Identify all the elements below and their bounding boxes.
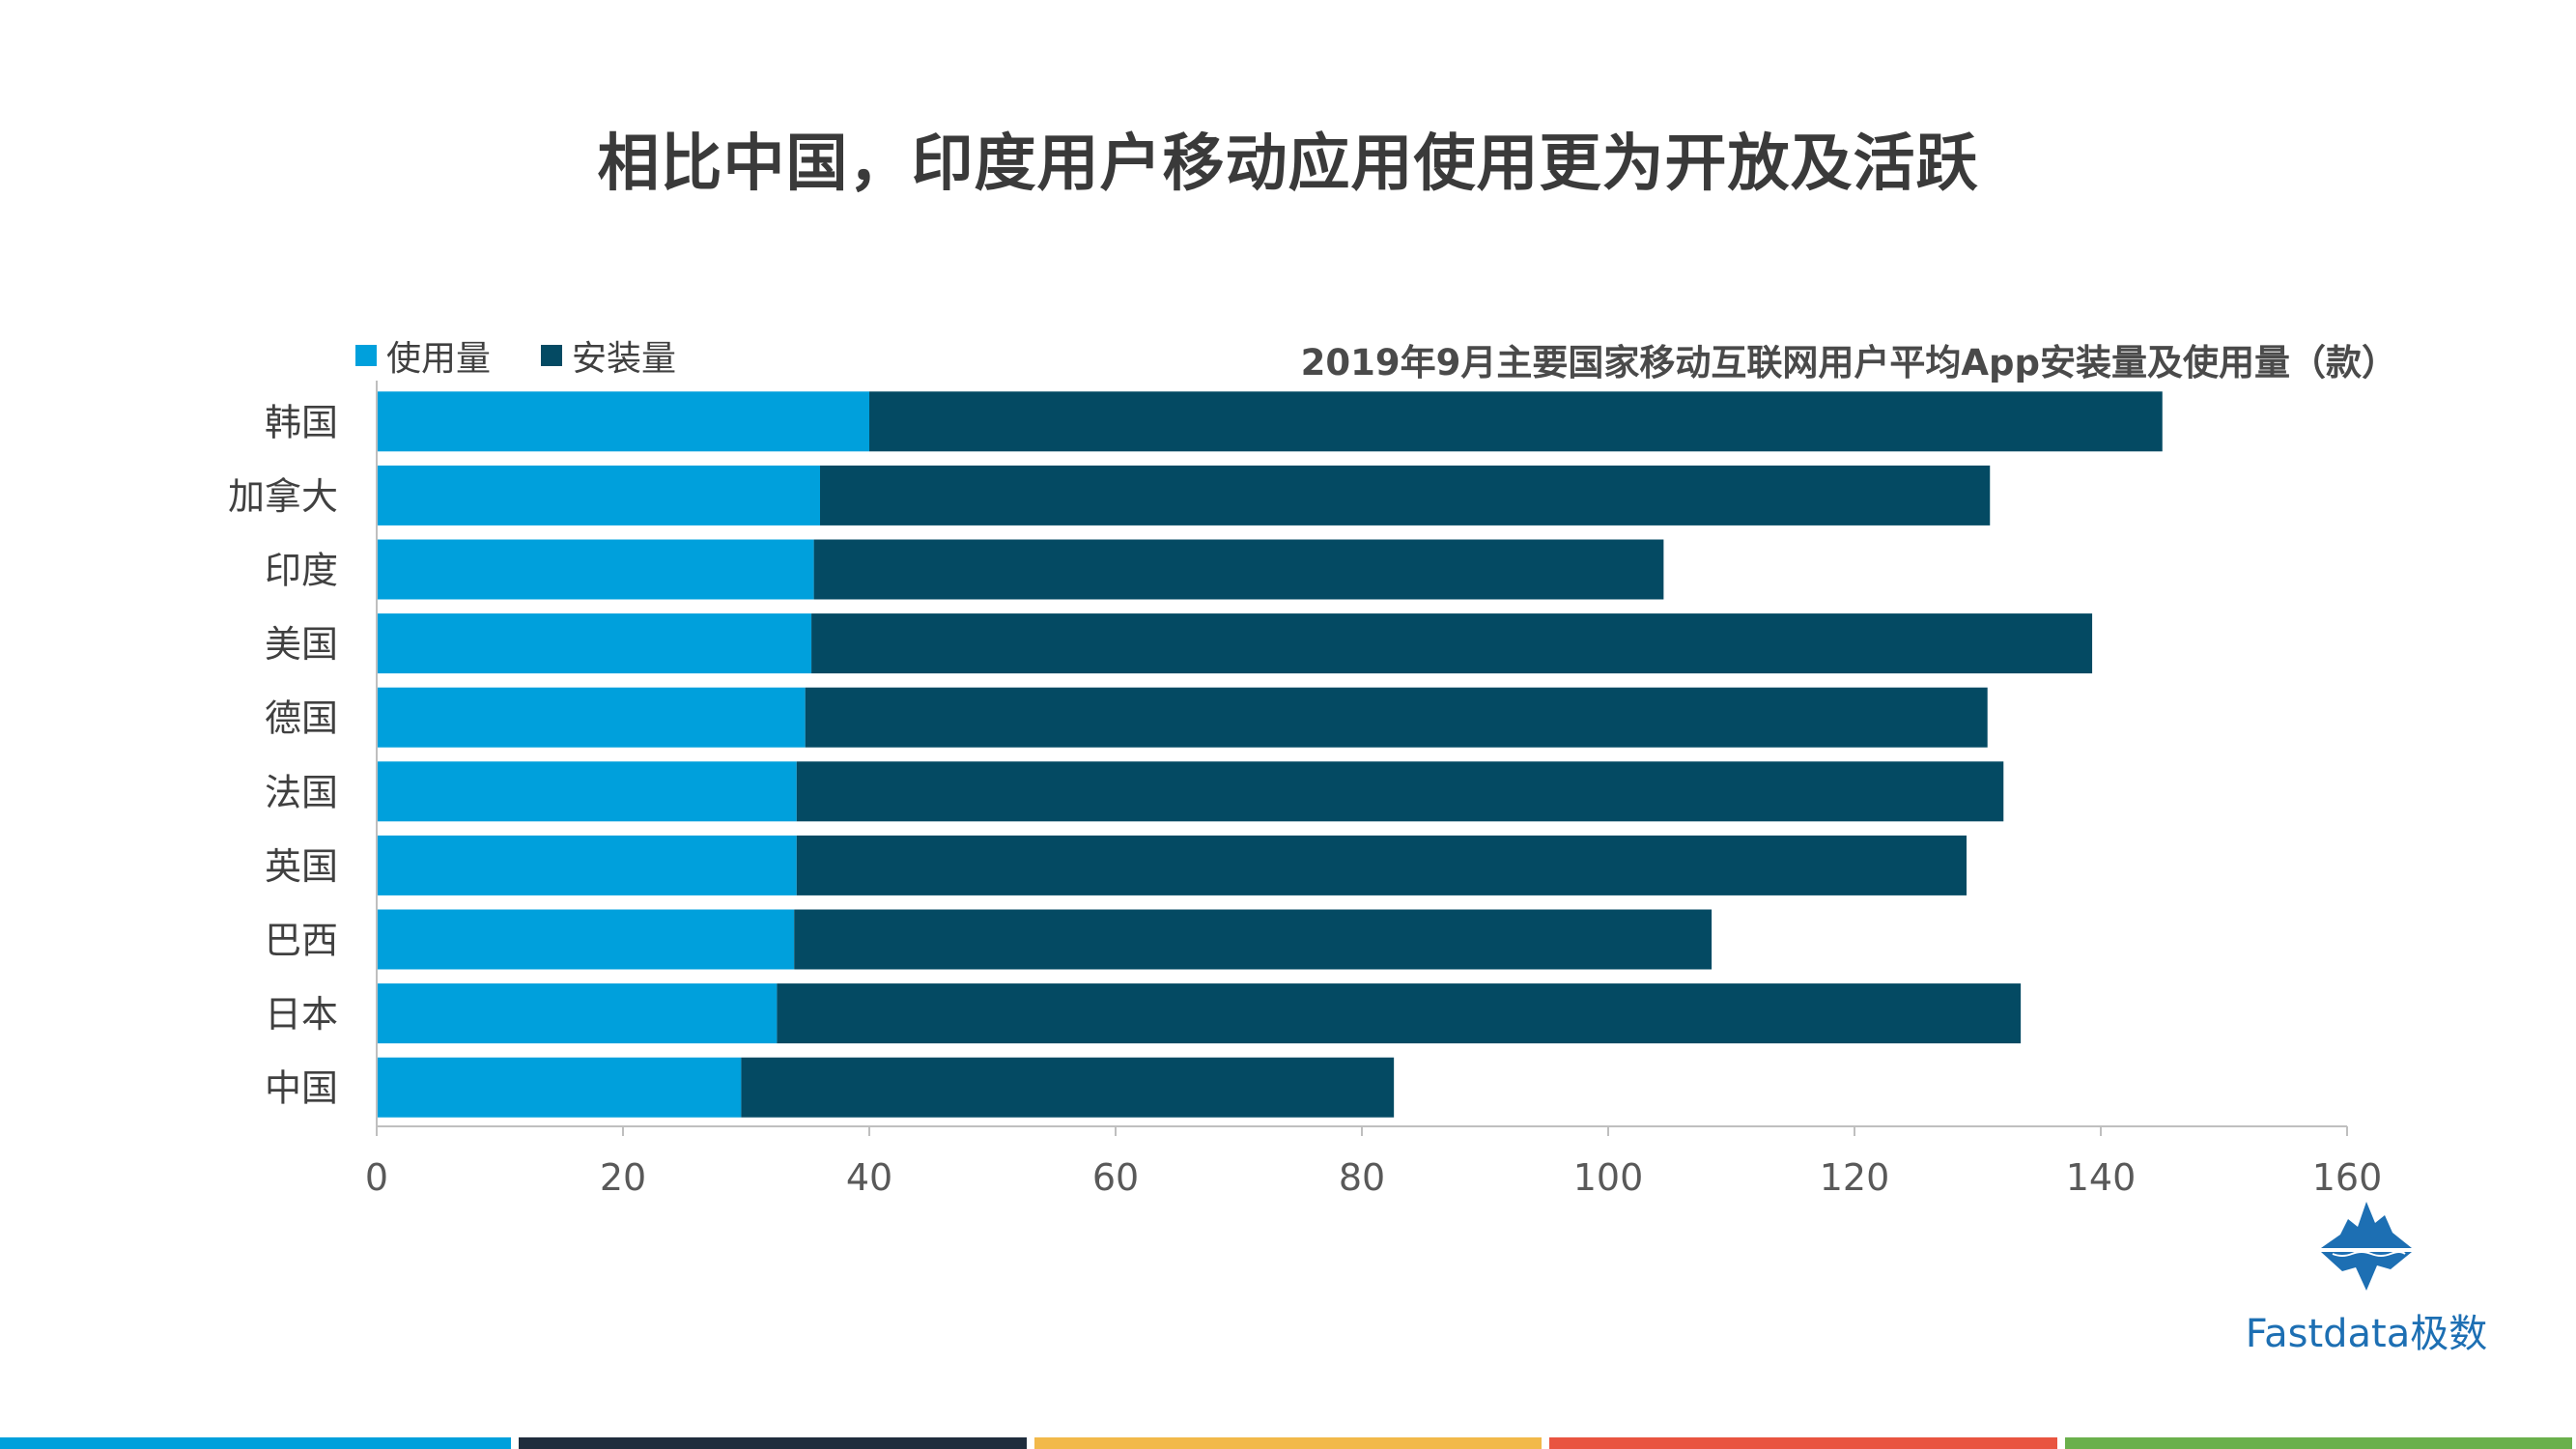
category-label-0: 韩国 bbox=[265, 401, 338, 443]
legend-item-install: 安装量 bbox=[541, 330, 676, 381]
bar-install-1 bbox=[820, 465, 1991, 526]
bar-usage-8 bbox=[377, 983, 778, 1044]
x-tick-label-6: 120 bbox=[1820, 1156, 1890, 1199]
bar-usage-6 bbox=[377, 835, 797, 895]
footer-bar-0 bbox=[0, 1437, 512, 1449]
bar-usage-5 bbox=[377, 761, 797, 822]
bar-install-6 bbox=[796, 835, 1967, 895]
bar-usage-4 bbox=[377, 687, 806, 748]
x-tick-label-7: 140 bbox=[2066, 1156, 2137, 1199]
bar-usage-7 bbox=[377, 909, 795, 970]
iceberg-logo-icon bbox=[2313, 1202, 2420, 1291]
bar-install-2 bbox=[813, 539, 1664, 600]
bar-install-9 bbox=[741, 1057, 1395, 1118]
category-label-2: 印度 bbox=[265, 550, 338, 592]
bar-usage-9 bbox=[377, 1057, 742, 1118]
legend-item-usage: 使用量 bbox=[355, 330, 491, 381]
legend-label-usage: 使用量 bbox=[386, 339, 492, 379]
page-title: 相比中国，印度用户移动应用使用更为开放及活跃 bbox=[597, 128, 1979, 200]
category-label-1: 加拿大 bbox=[228, 475, 338, 518]
category-label-5: 法国 bbox=[265, 771, 338, 813]
category-label-4: 德国 bbox=[265, 697, 338, 740]
bar-install-7 bbox=[794, 909, 1713, 970]
x-tick-label-1: 20 bbox=[600, 1156, 646, 1199]
category-label-9: 中国 bbox=[265, 1067, 338, 1110]
category-label-3: 美国 bbox=[265, 623, 338, 666]
x-tick-label-2: 40 bbox=[846, 1156, 892, 1199]
bar-usage-1 bbox=[377, 465, 820, 526]
x-tick-label-5: 100 bbox=[1573, 1156, 1644, 1199]
footer-bar-2 bbox=[1033, 1437, 1543, 1449]
bar-install-0 bbox=[869, 391, 2163, 452]
bar-usage-3 bbox=[377, 613, 812, 674]
bar-install-3 bbox=[811, 613, 2093, 674]
bar-install-4 bbox=[805, 687, 1988, 748]
category-label-7: 巴西 bbox=[265, 920, 338, 962]
footer-bar-1 bbox=[519, 1437, 1027, 1449]
chart-title: 2019年9月主要国家移动互联网用户平均App安装量及使用量（款） bbox=[1300, 342, 2397, 384]
legend-swatch-usage bbox=[355, 345, 377, 366]
chart-legend: 使用量 安装量 bbox=[355, 330, 726, 381]
x-tick-label-3: 60 bbox=[1092, 1156, 1139, 1199]
footer-color-bars bbox=[0, 1437, 2576, 1449]
footer-bar-3 bbox=[1549, 1437, 2057, 1449]
legend-swatch-install bbox=[541, 345, 563, 366]
x-tick-label-0: 0 bbox=[365, 1156, 388, 1199]
bar-install-8 bbox=[777, 983, 2022, 1044]
bar-usage-2 bbox=[377, 539, 814, 600]
footer-bar-4 bbox=[2064, 1437, 2572, 1449]
brand-logo: Fastdata极数 bbox=[2222, 1198, 2511, 1358]
category-label-8: 日本 bbox=[265, 993, 338, 1036]
brand-name: Fastdata极数 bbox=[2245, 1312, 2488, 1356]
legend-label-install: 安装量 bbox=[572, 339, 677, 379]
bar-usage-0 bbox=[377, 391, 869, 452]
bar-install-5 bbox=[796, 761, 2004, 822]
x-tick-label-8: 160 bbox=[2312, 1156, 2383, 1199]
category-label-6: 英国 bbox=[265, 845, 338, 888]
x-tick-label-4: 80 bbox=[1339, 1156, 1385, 1199]
